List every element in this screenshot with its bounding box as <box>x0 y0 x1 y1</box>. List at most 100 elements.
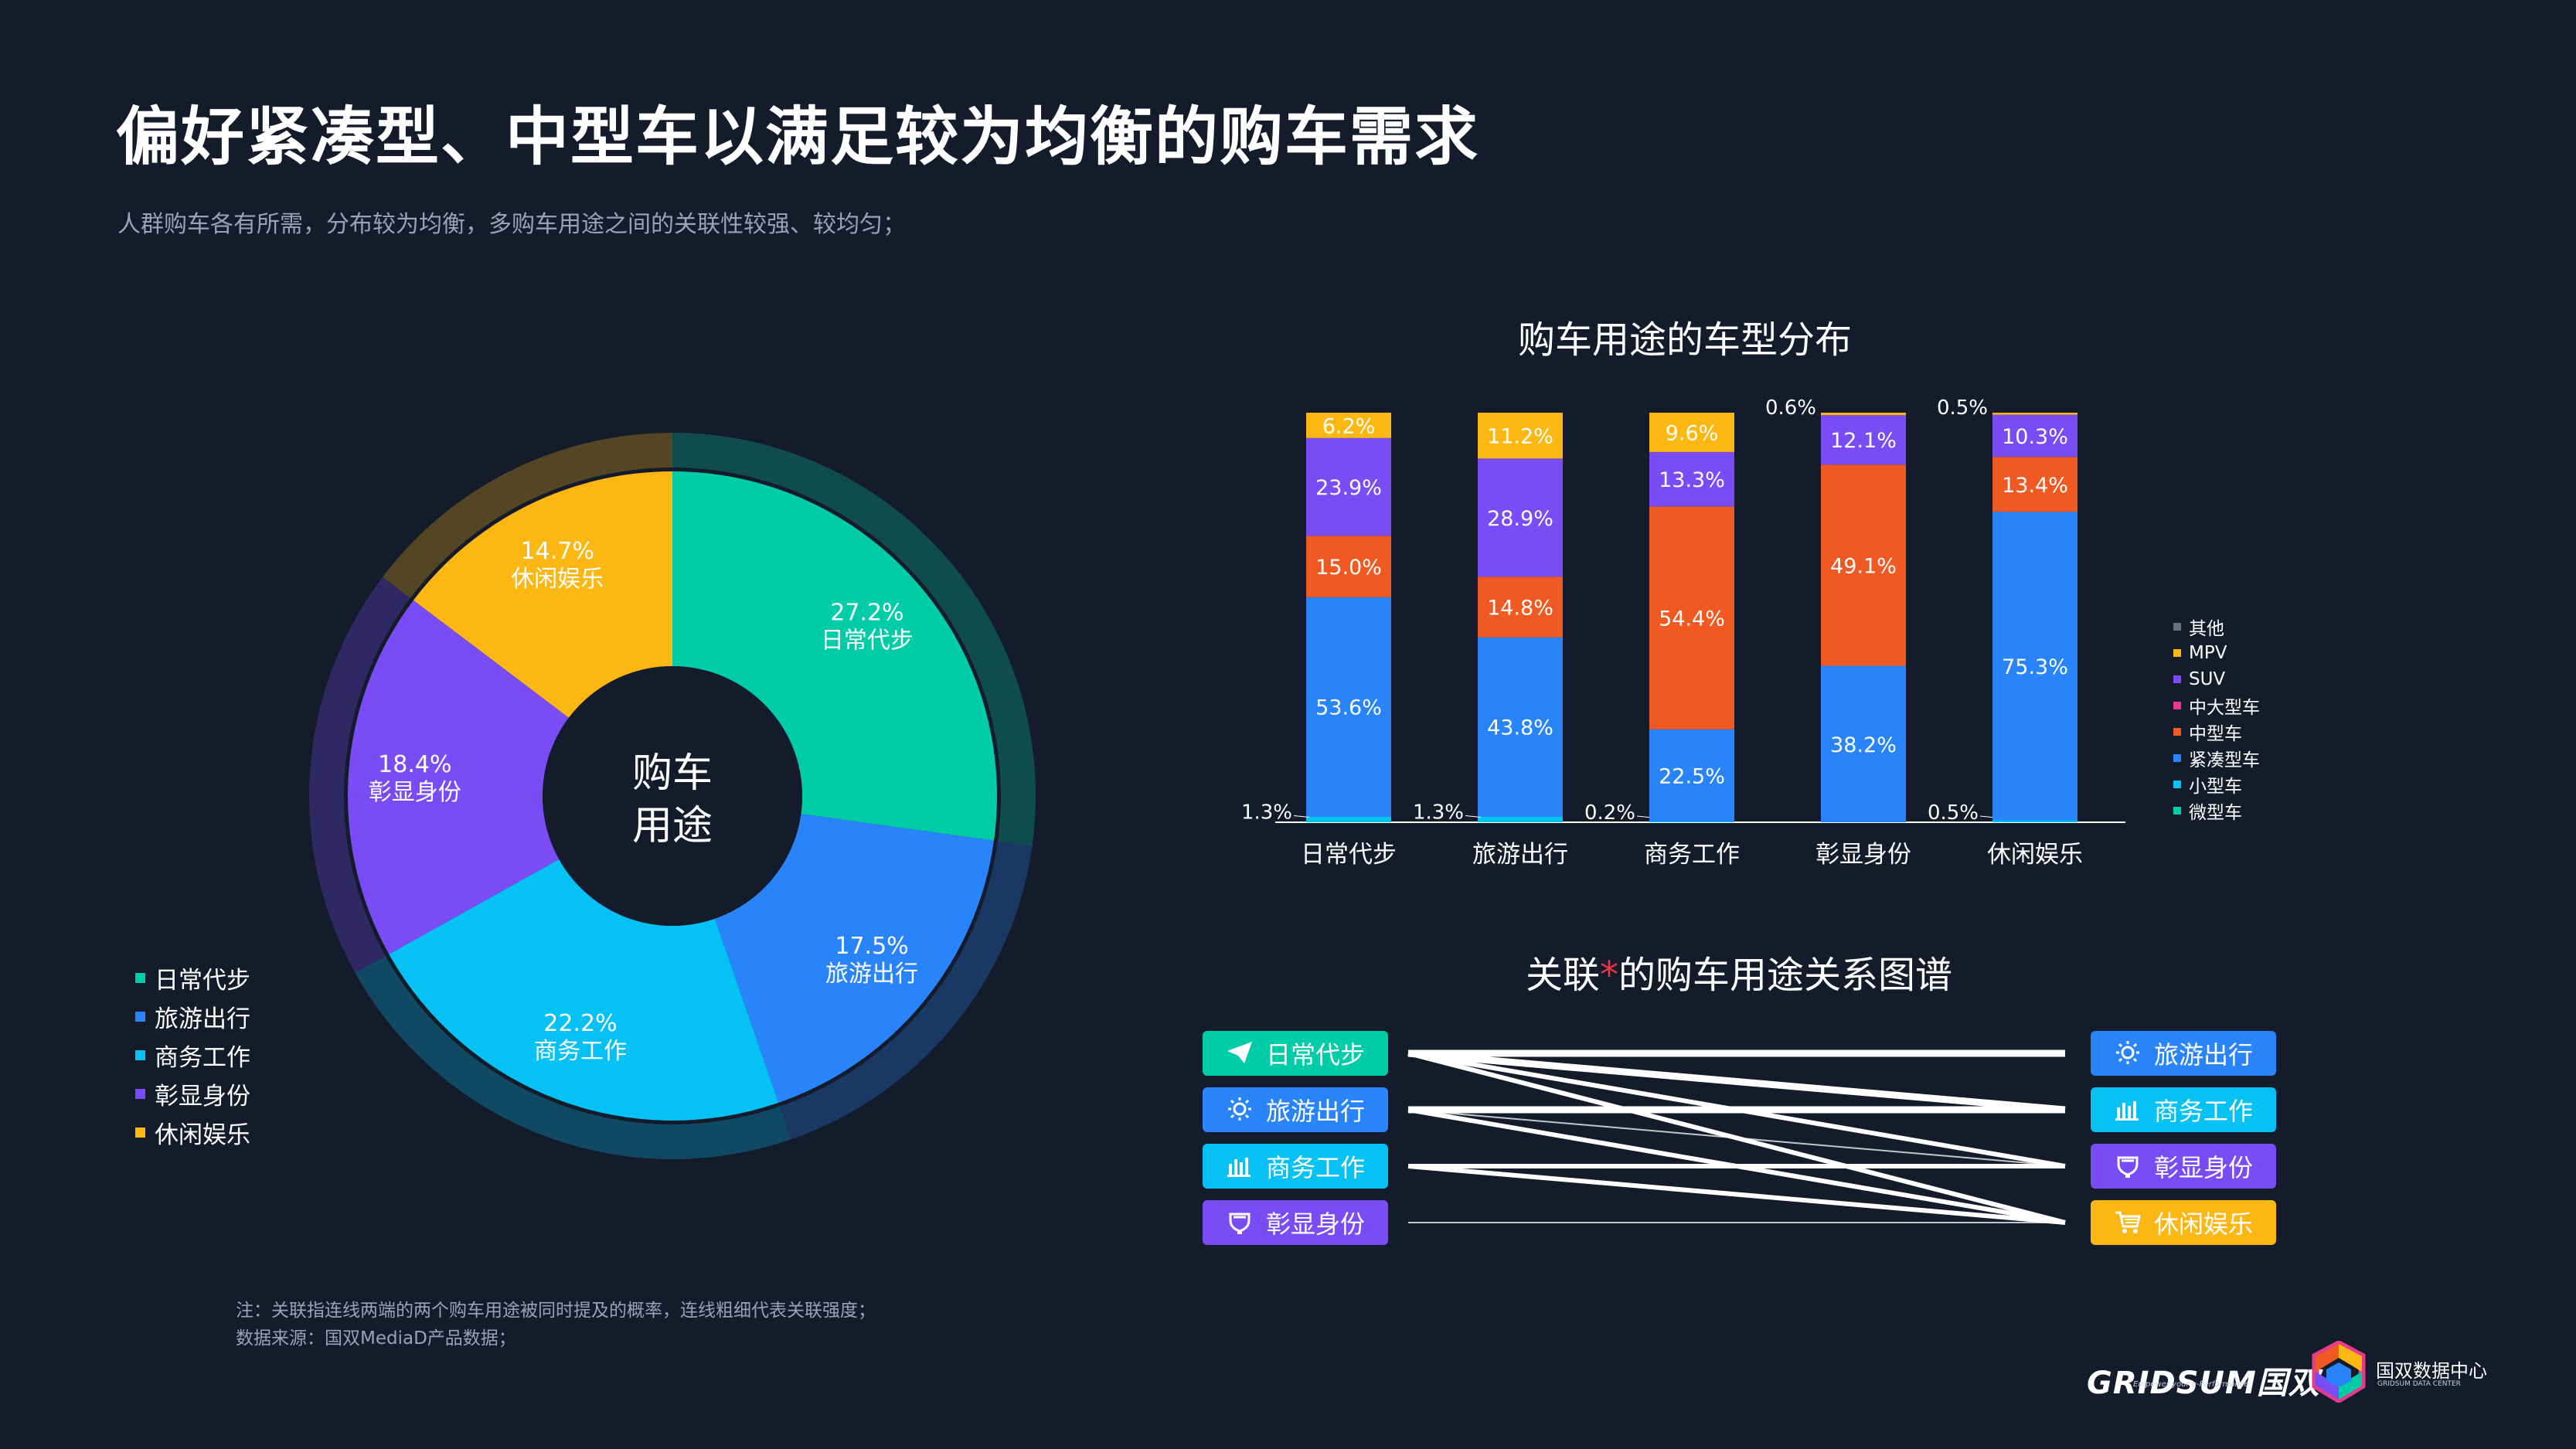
pie-slice-1 <box>714 814 994 1103</box>
pie-center <box>543 666 802 926</box>
bar-segment-3-5 <box>1821 415 1906 465</box>
bar-leader-line <box>1293 815 1310 818</box>
pie-outer-ring-0 <box>672 433 1036 846</box>
pie-slice-value: 14.7% <box>521 538 594 565</box>
network-node-left-0: 日常代步 <box>1203 1031 1388 1076</box>
bar-category-label: 旅游出行 <box>1472 841 1568 869</box>
bar-legend-label: 小型车 <box>2189 777 2242 797</box>
bar-segment-2-1 <box>1649 821 1734 822</box>
bar-legend-item: 其他 <box>2173 614 2260 640</box>
network-node-right-1: 商务工作 <box>2091 1087 2276 1132</box>
bar-legend-item: MPV <box>2173 640 2260 666</box>
bar-category-label: 商务工作 <box>1644 841 1740 869</box>
pie-legend-label: 商务工作 <box>155 1043 250 1072</box>
bar-legend-item: 中型车 <box>2173 719 2260 745</box>
bar-category-label: 日常代步 <box>1301 841 1397 869</box>
pie-legend-item: 休闲娱乐 <box>135 1113 250 1151</box>
bar-segment-1-6 <box>1478 413 1563 459</box>
bar-legend-swatch <box>2173 781 2181 788</box>
bar-label-outside: 0.5% <box>1937 396 1988 420</box>
pie-slice-label: 旅游出行 <box>825 961 918 988</box>
bar-legend-swatch <box>2173 807 2181 815</box>
pie-legend-item: 彰显身份 <box>135 1074 250 1113</box>
bar-label-outside: 1.3% <box>1241 801 1292 824</box>
bar-segment-label: 14.8% <box>1487 596 1553 620</box>
footnote: 注：关联指连线两端的两个购车用途被同时提及的概率，连线粗细代表关联强度； 数据来… <box>236 1297 876 1352</box>
pie-legend-label: 日常代步 <box>155 966 250 995</box>
bar-leader-line <box>1465 815 1482 818</box>
pie-slice-4 <box>413 471 672 718</box>
bar-segment-label: 23.9% <box>1315 476 1382 500</box>
sun-icon <box>2115 1041 2139 1064</box>
network-node-left-2: 商务工作 <box>1203 1144 1388 1189</box>
pie-legend-label: 休闲娱乐 <box>155 1121 250 1149</box>
bar-legend-swatch <box>2173 702 2181 709</box>
bar-segment-label: 28.9% <box>1487 507 1553 531</box>
bar-segment-label: 10.3% <box>2002 425 2068 449</box>
network-node-label: 商务工作 <box>1265 1153 1365 1182</box>
bar-legend-swatch <box>2173 754 2181 762</box>
pie-slice-0 <box>672 471 997 841</box>
network-title-prefix: 关联 <box>1525 954 1600 997</box>
bar-segment-label: 11.2% <box>1487 425 1553 449</box>
bar-label-outside: 0.6% <box>1765 396 1816 420</box>
bar-segment-1-1 <box>1478 816 1563 822</box>
bar-segment-label: 13.4% <box>2002 474 2068 498</box>
bar-segment-3-6 <box>1821 413 1906 416</box>
bar-legend-item: 微型车 <box>2173 798 2260 824</box>
gridsum-logo-tagline: Empower your e-Performance <box>2133 1380 2249 1389</box>
pie-legend: 日常代步旅游出行商务工作彰显身份休闲娱乐 <box>135 958 250 1151</box>
bar-legend-label: SUV <box>2189 669 2226 689</box>
bar-label-outside: 0.2% <box>1584 801 1635 825</box>
bar-label-outside: 1.3% <box>1413 801 1464 824</box>
bar-segment-4-3 <box>1992 457 2077 512</box>
network-node-label: 日常代步 <box>1265 1040 1365 1070</box>
bar-segment-0-2 <box>1306 597 1391 817</box>
bar-legend-label: 微型车 <box>2189 803 2242 823</box>
bar-segment-label: 75.3% <box>2002 655 2068 679</box>
bar-label-outside: 0.5% <box>1928 801 1979 825</box>
pie-legend-item: 商务工作 <box>135 1036 250 1074</box>
bar-chart-icon <box>2115 1101 2139 1121</box>
cart-icon <box>2115 1211 2141 1233</box>
network-node-right-3: 休闲娱乐 <box>2091 1200 2276 1245</box>
bar-segment-2-3 <box>1649 506 1734 730</box>
pie-legend-label: 旅游出行 <box>155 1005 250 1033</box>
footnote-line-2: 数据来源：国双MediaD产品数据； <box>236 1328 516 1349</box>
pie-outer-ring-2 <box>355 956 791 1159</box>
bar-legend-label: 其他 <box>2189 619 2224 639</box>
bar-segment-label: 9.6% <box>1666 421 1719 445</box>
bar-legend-label: MPV <box>2189 643 2227 663</box>
bar-segment-2-6 <box>1649 413 1734 452</box>
bar-segment-label: 12.1% <box>1830 429 1897 453</box>
pie-outer-ring-1 <box>779 841 1033 1140</box>
bar-segment-3-2 <box>1821 665 1906 822</box>
pie-legend-label: 彰显身份 <box>155 1082 250 1111</box>
bar-legend-item: 中大型车 <box>2173 692 2260 719</box>
bar-segment-0-3 <box>1306 536 1391 597</box>
network-node-label: 商务工作 <box>2153 1097 2253 1126</box>
gem-icon <box>2117 1156 2139 1178</box>
bar-chart: 1.3% 53.6% 15.0% 23.9% 6.2% 日常代步 1.3% 43.8% 14.8… <box>1241 396 2125 869</box>
network-link <box>1407 1164 2066 1225</box>
network-link <box>1407 1049 2066 1114</box>
bar-segment-label: 43.8% <box>1487 716 1553 740</box>
bar-legend-swatch <box>2173 675 2181 683</box>
bar-segment-0-5 <box>1306 437 1391 536</box>
bar-segment-0-0 <box>1306 821 1391 822</box>
pie-slice-value: 18.4% <box>378 751 451 778</box>
footnote-line-1: 注：关联指连线两端的两个购车用途被同时提及的概率，连线粗细代表关联强度； <box>236 1301 876 1321</box>
pie-slice-value: 17.5% <box>835 933 908 960</box>
pie-slice-2 <box>389 859 779 1121</box>
bar-segment-1-5 <box>1478 458 1563 577</box>
network-node-label: 旅游出行 <box>2153 1040 2253 1070</box>
bar-segment-label: 49.1% <box>1830 554 1897 578</box>
network-link <box>1407 1109 2066 1167</box>
pie-outer-ring-4 <box>383 433 672 598</box>
network-node-left-1: 旅游出行 <box>1203 1087 1388 1132</box>
bar-segment-label: 15.0% <box>1315 556 1382 580</box>
bar-legend-swatch <box>2173 623 2181 631</box>
bar-segment-label: 22.5% <box>1659 764 1725 788</box>
bar-legend-item: 小型车 <box>2173 771 2260 798</box>
network-node-label: 旅游出行 <box>1265 1097 1365 1126</box>
